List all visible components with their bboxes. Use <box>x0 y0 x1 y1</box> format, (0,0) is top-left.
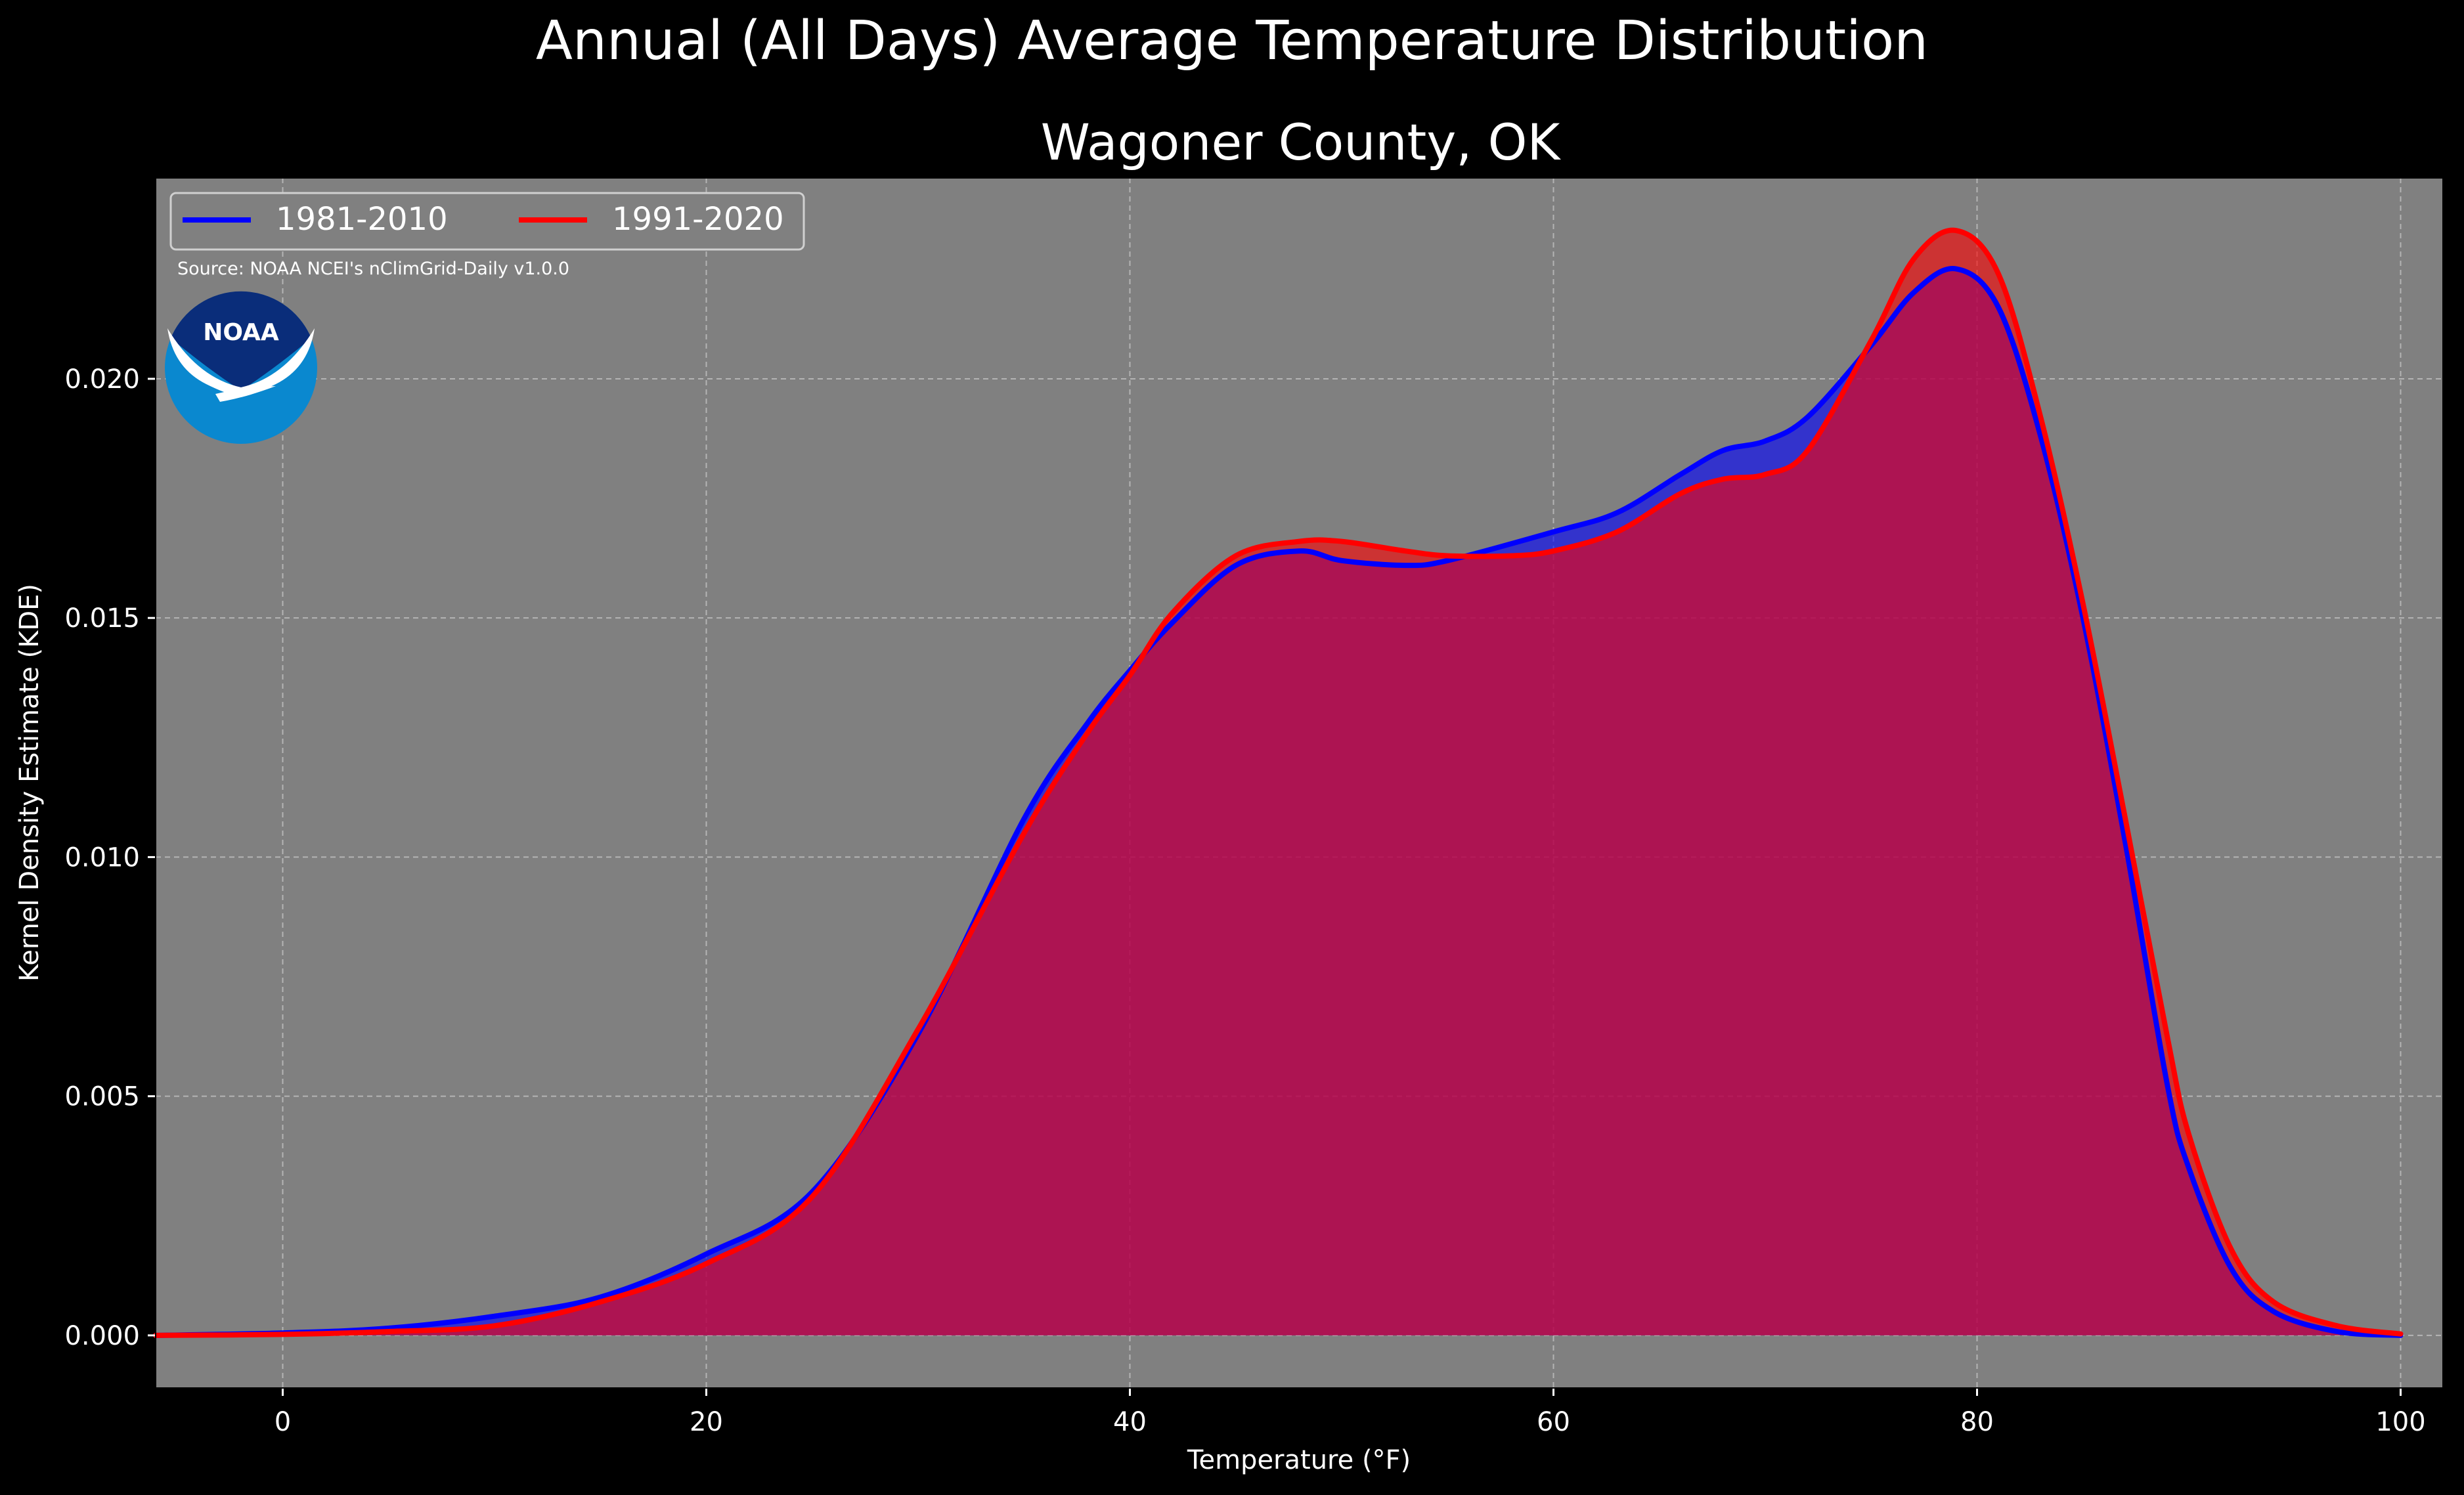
x-tick-label: 60 <box>1537 1407 1570 1437</box>
y-tick-label: 0.010 <box>64 842 140 873</box>
x-tick-label: 100 <box>2375 1407 2425 1437</box>
axes: 0 20 40 60 80 100 0.000 0.005 0.010 0.015 0.020 <box>64 177 2444 1437</box>
x-tick-label: 0 <box>275 1407 291 1437</box>
series-lines <box>153 227 2404 1338</box>
legend: 1981-2010 1991-2020 <box>169 192 805 251</box>
x-tick-label: 80 <box>1960 1407 1994 1437</box>
legend-box <box>169 192 805 251</box>
area-1991-2020 <box>156 230 2401 1335</box>
noaa-logo-wave <box>215 386 276 402</box>
source-note: Source: NOAA NCEI's nClimGrid-Daily v1.0… <box>177 259 569 279</box>
chart-title: Annual (All Days) Average Temperature Di… <box>536 10 1928 72</box>
axes-frame <box>155 177 2444 1389</box>
y-tick-label: 0.005 <box>64 1082 140 1112</box>
x-axis-label: Temperature (°F) <box>1187 1445 1411 1475</box>
y-axis-label: Kernel Density Estimate (KDE) <box>14 584 45 982</box>
noaa-logo: NOAA <box>165 291 317 444</box>
legend-label-1981-2010: 1981-2010 <box>276 201 448 238</box>
x-tick-label: 20 <box>690 1407 723 1437</box>
chart-subtitle: Wagoner County, OK <box>1041 113 1562 171</box>
legend-label-1991-2020: 1991-2020 <box>612 201 784 238</box>
noaa-logo-text: NOAA <box>203 319 279 346</box>
series-fills <box>156 230 2401 1335</box>
line-1991-2020 <box>153 227 2404 1338</box>
y-tick-label: 0.000 <box>64 1321 140 1351</box>
y-tick-label: 0.015 <box>64 603 140 634</box>
y-tick-label: 0.020 <box>64 364 140 395</box>
noaa-logo-bird <box>167 328 315 397</box>
x-tick-label: 40 <box>1113 1407 1147 1437</box>
noaa-logo-top <box>171 291 311 391</box>
line-1981-2010 <box>153 266 2404 1338</box>
